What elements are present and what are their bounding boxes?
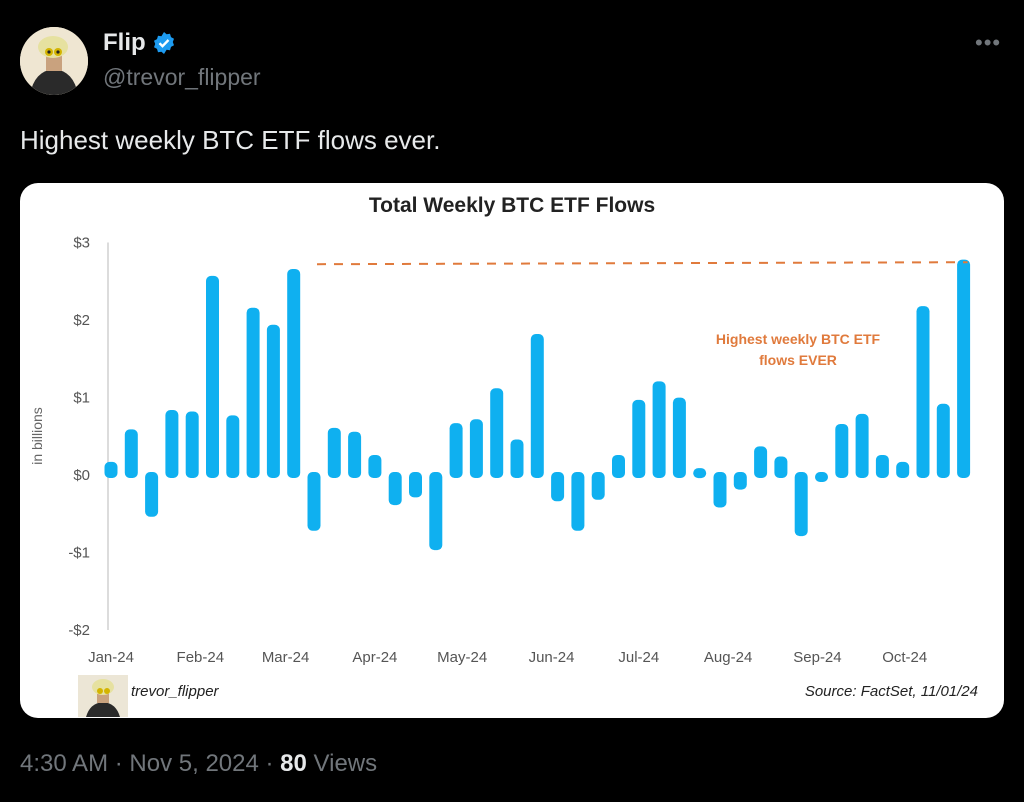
chart-image-card[interactable]: $3 $2 $1 $0 -$1 -$2 Jan-24 Feb-24 Mar-24 Apr-24 Ma… <box>20 183 1004 718</box>
bar <box>916 306 930 478</box>
bar <box>794 472 808 537</box>
bar <box>246 307 260 478</box>
bar <box>875 454 889 478</box>
bar <box>368 454 382 478</box>
bar <box>510 439 524 478</box>
bar <box>733 472 747 490</box>
avatar[interactable] <box>20 27 88 95</box>
bar <box>855 413 869 478</box>
x-tick-label: Oct-24 <box>882 649 927 666</box>
x-tick-label: Apr-24 <box>352 649 397 666</box>
chart-title: Total Weekly BTC ETF Flows <box>368 194 656 217</box>
bar <box>774 456 788 478</box>
bar-chart: $3 $2 $1 $0 -$1 -$2 Jan-24 Feb-24 Mar-24 Apr-24 Ma… <box>68 235 971 666</box>
bar <box>591 472 605 500</box>
x-tick-label: Feb-24 <box>177 649 225 666</box>
author-name[interactable]: Flip <box>103 29 176 57</box>
tweet-date[interactable]: Nov 5, 2024 <box>129 750 259 777</box>
verified-badge-icon <box>153 32 174 54</box>
tweet-meta: 4:30 AM · Nov 5, 2024 · 80 Views <box>20 750 378 777</box>
y-tick-label: -$1 <box>68 545 90 562</box>
bar <box>936 403 950 478</box>
tweet-time[interactable]: 4:30 AM <box>20 750 109 777</box>
bar <box>713 472 727 508</box>
annotation-line: Highest weekly BTC ETF <box>715 331 881 347</box>
author-handle[interactable]: @trevor_flipper <box>103 64 261 90</box>
bar <box>672 397 686 478</box>
bar <box>530 334 544 478</box>
bar <box>449 423 463 478</box>
bar <box>693 468 707 479</box>
bar <box>145 472 159 517</box>
views-count: 80 <box>280 750 307 777</box>
bar <box>124 429 138 478</box>
bar <box>327 427 341 478</box>
x-tick-label: Jul-24 <box>618 649 659 666</box>
bar <box>896 461 910 478</box>
bar <box>165 410 179 478</box>
bar <box>632 399 646 478</box>
chart-source: Source: FactSet, 11/01/24 <box>804 683 978 700</box>
bar <box>206 275 219 478</box>
bar <box>287 268 301 478</box>
y-tick-label: $3 <box>73 235 90 252</box>
views-label: Views <box>313 750 378 777</box>
x-tick-label: Jan-24 <box>88 649 134 666</box>
bar <box>469 419 483 478</box>
tweet-text: Highest weekly BTC ETF flows ever. <box>20 125 441 155</box>
x-tick-label: May-24 <box>437 649 487 666</box>
y-tick-label: -$2 <box>68 622 90 639</box>
bar <box>226 415 240 478</box>
bar <box>612 454 625 478</box>
avatar-image <box>20 27 88 95</box>
x-tick-label: Jun-24 <box>529 649 575 666</box>
y-tick-label: $0 <box>73 467 90 484</box>
x-tick-label: Mar-24 <box>262 649 310 666</box>
bar <box>835 423 849 478</box>
y-tick-label: $2 <box>73 312 90 329</box>
x-tick-label: Aug-24 <box>704 649 752 666</box>
bar <box>815 472 828 482</box>
annotation-line: flows EVER <box>759 352 837 368</box>
bar <box>409 472 422 498</box>
reference-dashed-line <box>316 261 968 266</box>
bar <box>957 259 971 478</box>
bar <box>754 446 768 478</box>
more-horizontal-icon[interactable]: ••• <box>975 30 1002 55</box>
chart-annotation: Highest weekly BTC ETF flows EVER <box>698 329 898 371</box>
bar <box>551 472 565 502</box>
bar <box>307 472 321 531</box>
y-tick-label: $1 <box>73 390 90 407</box>
watermark-name: trevor_flipper <box>131 683 219 700</box>
bar <box>571 472 585 531</box>
bar <box>266 324 280 478</box>
bar <box>490 388 504 478</box>
x-tick-label: Sep-24 <box>793 649 841 666</box>
bar <box>104 461 118 478</box>
bar <box>388 472 402 506</box>
bar <box>429 472 443 551</box>
bar <box>185 411 199 478</box>
bar <box>652 381 666 478</box>
bar <box>348 431 362 478</box>
y-axis-label: in billions <box>28 407 45 465</box>
watermark-avatar <box>78 675 128 717</box>
